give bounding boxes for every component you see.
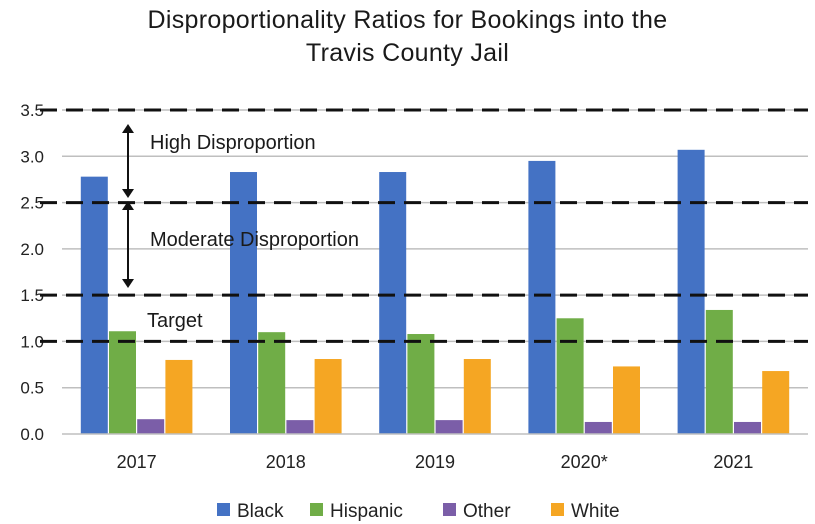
chart-title-line-1: Disproportionality Ratios for Bookings i… bbox=[147, 6, 668, 34]
y-tick-label: 1.5 bbox=[20, 286, 44, 305]
y-tick-label: 0.5 bbox=[20, 379, 44, 398]
bar-other-2019 bbox=[435, 420, 463, 434]
bar-hispanic-2018 bbox=[258, 332, 286, 434]
bar-hispanic-2017 bbox=[109, 331, 136, 434]
legend-label-hispanic: Hispanic bbox=[330, 501, 403, 522]
bar-hispanic-2021 bbox=[705, 309, 733, 434]
annotations: High Disproportion Moderate Disproportio… bbox=[122, 124, 359, 332]
legend-swatch-other bbox=[443, 503, 456, 516]
y-tick-label: 3.5 bbox=[20, 101, 44, 120]
bar-hispanic-2020 bbox=[556, 318, 584, 434]
bar-white-2017 bbox=[165, 359, 193, 434]
threshold-lines bbox=[40, 108, 808, 343]
legend-label-black: Black bbox=[237, 501, 284, 522]
target-label: Target bbox=[147, 310, 203, 332]
x-tick-label: 2021 bbox=[713, 452, 753, 472]
bar-other-2017 bbox=[137, 419, 165, 434]
bar-other-2020 bbox=[584, 421, 612, 434]
bar-other-2018 bbox=[286, 420, 314, 434]
x-axis: 2017 2018 2019 2020* 2021 bbox=[62, 433, 808, 472]
moderate-disproportion-label: Moderate Disproportion bbox=[150, 229, 359, 251]
bar-white-2021 bbox=[762, 371, 790, 434]
bar-black-2018 bbox=[230, 172, 257, 434]
x-tick-label: 2019 bbox=[415, 452, 455, 472]
chart-title-line-2: Travis County Jail bbox=[305, 39, 510, 67]
bar-black-2019 bbox=[379, 172, 407, 434]
bar-white-2020 bbox=[613, 366, 640, 434]
bar-hispanic-2019 bbox=[407, 334, 435, 434]
bar-black-2020 bbox=[528, 160, 556, 434]
bar-white-2019 bbox=[463, 359, 491, 434]
legend: Black Hispanic Other White bbox=[217, 501, 620, 522]
legend-swatch-black bbox=[217, 503, 230, 516]
x-tick-label: 2018 bbox=[266, 452, 306, 472]
y-tick-label: 2.5 bbox=[20, 194, 44, 213]
legend-swatch-white bbox=[551, 503, 564, 516]
moderate-disproportion-arrow bbox=[122, 201, 134, 288]
chart-title: Disproportionality Ratios for Bookings i… bbox=[0, 4, 815, 70]
legend-swatch-hispanic bbox=[310, 503, 323, 516]
bar-black-2017 bbox=[80, 176, 108, 434]
legend-label-other: Other bbox=[463, 501, 511, 522]
x-tick-label: 2020* bbox=[561, 452, 608, 472]
bar-white-2018 bbox=[314, 359, 342, 434]
y-axis-ticks: 0.0 0.5 1.0 1.5 2.0 2.5 3.0 3.5 bbox=[20, 101, 44, 444]
y-tick-label: 0.0 bbox=[20, 425, 44, 444]
x-tick-label: 2017 bbox=[117, 452, 157, 472]
bar-other-2021 bbox=[734, 421, 761, 434]
legend-label-white: White bbox=[571, 501, 620, 522]
y-tick-label: 2.0 bbox=[20, 240, 44, 259]
bars bbox=[80, 149, 790, 434]
high-disproportion-label: High Disproportion bbox=[150, 132, 316, 154]
y-tick-label: 3.0 bbox=[20, 147, 44, 166]
bar-black-2021 bbox=[677, 149, 705, 434]
high-disproportion-arrow bbox=[122, 124, 134, 198]
y-tick-label: 1.0 bbox=[20, 332, 44, 351]
